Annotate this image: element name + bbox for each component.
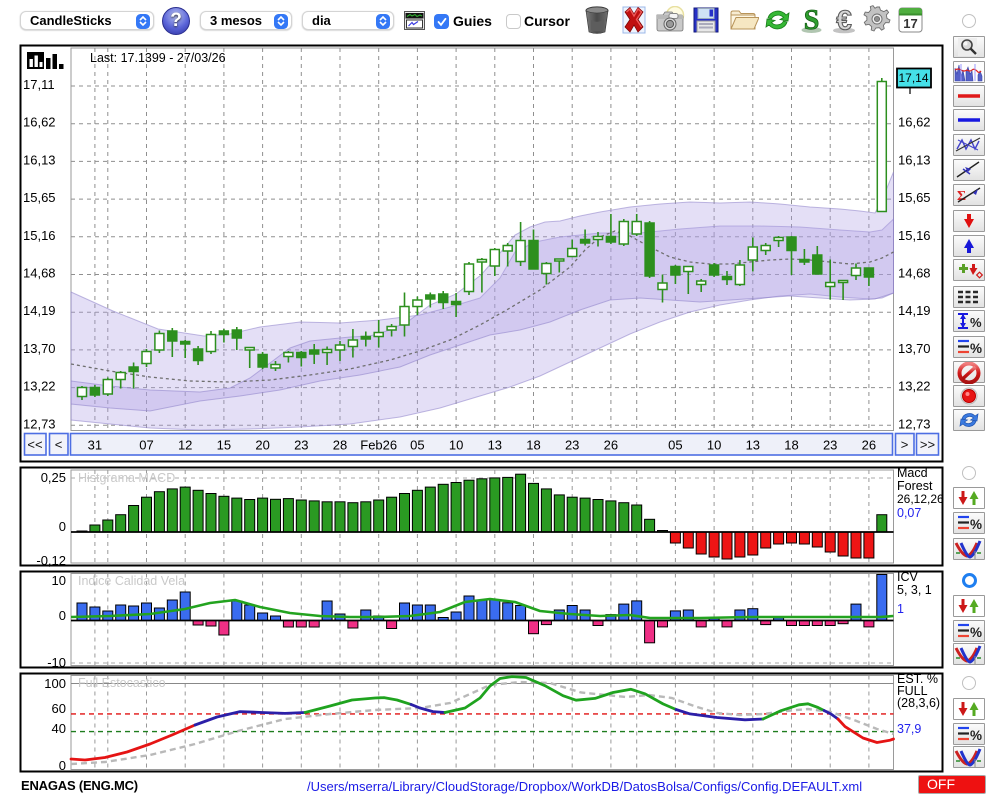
svg-text:13,70: 13,70 (898, 341, 931, 356)
svg-text:07: 07 (139, 438, 153, 453)
svg-text:Full Estocastico: Full Estocastico (78, 676, 166, 690)
svg-text:16,13: 16,13 (898, 152, 931, 167)
svg-text:37,9: 37,9 (897, 722, 921, 736)
svg-text:>: > (901, 437, 909, 452)
svg-text:Indice Calidad Vela: Indice Calidad Vela (78, 574, 185, 588)
svg-text:€: € (836, 6, 852, 34)
svg-text:%: % (970, 728, 982, 743)
svg-text:14,19: 14,19 (23, 303, 56, 318)
svg-text:13,70: 13,70 (23, 341, 56, 356)
svg-text:17: 17 (903, 16, 917, 31)
svg-text:0: 0 (59, 519, 66, 534)
svg-text:12: 12 (178, 438, 192, 453)
svg-text:10: 10 (707, 438, 721, 453)
svg-text:23: 23 (823, 438, 837, 453)
svg-text:26: 26 (604, 438, 618, 453)
svg-text:20: 20 (255, 438, 269, 453)
svg-text:05: 05 (410, 438, 424, 453)
svg-text:15,65: 15,65 (898, 190, 931, 205)
svg-text:18: 18 (784, 438, 798, 453)
svg-text:23: 23 (294, 438, 308, 453)
svg-text:17,11: 17,11 (23, 77, 55, 92)
svg-text:13: 13 (488, 438, 502, 453)
svg-text:26: 26 (862, 438, 876, 453)
svg-text:100: 100 (44, 676, 66, 691)
svg-text:Macd: Macd (897, 466, 928, 480)
svg-text:13: 13 (746, 438, 760, 453)
svg-text:<<: << (27, 437, 42, 452)
svg-text:Forest: Forest (897, 479, 933, 493)
svg-text:EST. %: EST. % (897, 672, 938, 686)
svg-text:15,16: 15,16 (23, 228, 56, 243)
svg-text:15,65: 15,65 (23, 190, 56, 205)
svg-text:ICV: ICV (897, 570, 919, 584)
svg-text:>>: >> (920, 437, 935, 452)
svg-text:16,13: 16,13 (23, 152, 56, 167)
svg-text:FULL: FULL (897, 684, 928, 698)
svg-text:Σ: Σ (957, 189, 966, 204)
svg-text:0: 0 (59, 758, 66, 773)
svg-text:0: 0 (59, 608, 66, 623)
svg-text:%: % (970, 517, 982, 532)
svg-text:13,22: 13,22 (898, 379, 931, 394)
svg-text:60: 60 (52, 701, 66, 716)
svg-text:05: 05 (668, 438, 682, 453)
svg-text:13,22: 13,22 (23, 379, 56, 394)
svg-text:31: 31 (88, 438, 102, 453)
svg-text:28: 28 (333, 438, 347, 453)
svg-text:Histgrama MACD: Histgrama MACD (78, 471, 175, 485)
svg-text:0,25: 0,25 (41, 470, 66, 485)
svg-text:10: 10 (449, 438, 463, 453)
svg-text:-10: -10 (47, 655, 66, 670)
svg-text:14,68: 14,68 (23, 266, 56, 281)
svg-text:26,12,26: 26,12,26 (897, 492, 944, 506)
svg-text:10: 10 (52, 573, 66, 588)
svg-text:17,14: 17,14 (898, 71, 928, 85)
svg-text:12,73: 12,73 (23, 416, 56, 431)
svg-text:%: % (970, 625, 982, 640)
svg-text:S: S (804, 6, 820, 34)
svg-text:14,19: 14,19 (898, 303, 931, 318)
svg-text:%: % (970, 315, 982, 330)
svg-text:18: 18 (526, 438, 540, 453)
svg-text:15: 15 (217, 438, 231, 453)
svg-text:5, 3, 1: 5, 3, 1 (897, 583, 932, 597)
svg-text:%: % (970, 341, 982, 356)
svg-text:1: 1 (897, 602, 904, 616)
svg-text:0,07: 0,07 (897, 506, 921, 520)
svg-text:15,16: 15,16 (898, 228, 931, 243)
svg-text:-0,12: -0,12 (36, 553, 66, 568)
svg-text:16,62: 16,62 (23, 115, 56, 130)
svg-text:40: 40 (52, 721, 66, 736)
svg-text:Last: 17.1399 - 27/03/26: Last: 17.1399 - 27/03/26 (90, 51, 226, 65)
svg-text:Feb26: Feb26 (360, 438, 397, 453)
svg-text:14,68: 14,68 (898, 266, 931, 281)
svg-text:<: < (55, 437, 63, 452)
svg-text:12,73: 12,73 (898, 416, 931, 431)
svg-text:23: 23 (565, 438, 579, 453)
svg-text:16,62: 16,62 (898, 115, 931, 130)
svg-text:(28,3,6): (28,3,6) (897, 696, 940, 710)
